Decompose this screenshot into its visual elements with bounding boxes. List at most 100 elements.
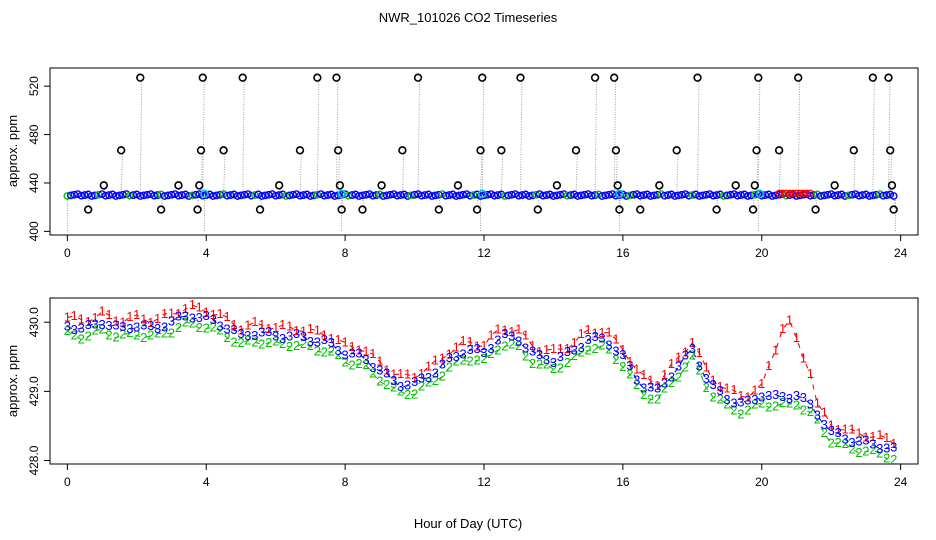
panel1-red-point (803, 189, 811, 197)
panel1-y-tick-label: 480 (27, 124, 41, 144)
panel2-series-2-marker: 2 (668, 375, 675, 390)
panel1-baseline-point (695, 192, 704, 200)
panel2-series-2-marker: 2 (71, 327, 78, 342)
panel2-series-2-marker: 2 (293, 338, 300, 353)
panel1-spike-point (478, 73, 487, 82)
panel2-series-1-marker: 1 (92, 310, 99, 325)
panel2-series-1-marker: 1 (244, 318, 251, 333)
panel1-baseline-point (636, 191, 645, 200)
panel1-spike-trace (103, 185, 106, 196)
panel2-series-1-marker: 1 (883, 430, 890, 445)
panel2-series-2-marker: 2 (807, 404, 814, 419)
panel2-series-1-marker: 1 (432, 352, 439, 367)
panel2-series-3-marker: 3 (494, 332, 501, 347)
panel2-y-tick-label: 428.0 (27, 445, 41, 475)
panel2-series-1-marker: 1 (633, 362, 640, 377)
panel1-baseline-point (431, 191, 440, 200)
panel2-series-1-marker: 1 (300, 323, 307, 338)
panel1-baseline-point (855, 191, 863, 200)
panel2-series-2-marker: 2 (501, 339, 508, 354)
panel2-series-1-marker: 1 (689, 335, 696, 350)
panel2-series-3-marker: 3 (404, 378, 411, 393)
panel1-spike-point (636, 205, 645, 214)
panel1-spike-point (613, 181, 622, 190)
panel1-spike-trace (401, 150, 405, 196)
panel1-baseline-point (646, 192, 655, 200)
panel2-series-3-marker: 3 (314, 334, 321, 349)
panel1-spike-trace (417, 77, 421, 196)
panel2-series-2-marker: 2 (515, 338, 522, 353)
panel2-series-1-marker: 1 (154, 311, 161, 326)
panel2-series-1-marker: 1 (793, 330, 800, 345)
panel2-series-1-marker: 1 (126, 309, 133, 324)
panel1-spike-point (750, 181, 760, 190)
panel2-series-1-marker: 1 (453, 340, 460, 355)
panel1-baseline-point (125, 191, 134, 200)
panel2-series-1-marker: 1 (716, 379, 723, 394)
panel2-series-3-marker: 3 (279, 331, 286, 346)
panel2-series-1-marker: 1 (703, 359, 710, 374)
panel1-spike-point (497, 146, 506, 155)
panel1-baseline-point (452, 192, 461, 200)
panel2-series-2-marker: 2 (862, 444, 869, 459)
panel2-series-2-marker: 2 (85, 329, 92, 344)
panel1-baseline-point (63, 192, 72, 200)
panel1-baseline-point (441, 191, 450, 200)
panel2-series-3-marker: 3 (432, 365, 439, 380)
panel2-series-3-marker: 3 (300, 329, 307, 344)
panel2-series-2-marker: 2 (828, 436, 835, 451)
panel1-baseline-point (136, 192, 145, 200)
panel1-baseline-point (285, 191, 294, 200)
panel1-baseline-point (733, 191, 742, 200)
panel2-x-tick-label: 24 (894, 475, 908, 489)
panel2-series-2-marker: 2 (272, 334, 279, 349)
panel1-x-tick-label: 24 (894, 246, 908, 260)
panel1-cyan-point (615, 189, 624, 199)
panel1-spike-point (887, 181, 897, 190)
panel1-spike-point (811, 205, 820, 214)
panel2-series-3-marker: 3 (855, 433, 862, 448)
panel1-x-tick-label: 16 (616, 246, 630, 260)
panel1-spike-point (609, 73, 619, 82)
panel1-spike-trace (754, 185, 757, 196)
panel2-series-3-marker: 3 (550, 355, 557, 370)
panel2-series-3-marker: 3 (536, 347, 543, 362)
panel2-x-tick-label: 12 (477, 475, 491, 489)
panel2-series-3-marker: 3 (591, 329, 598, 344)
panel2-series-3-marker: 3 (529, 344, 536, 359)
panel2-series-1-marker: 1 (210, 307, 217, 322)
panel2-series-1-marker: 1 (696, 345, 703, 360)
panel2-series-2-marker: 2 (154, 325, 161, 340)
panel2-series-3-marker: 3 (703, 371, 710, 386)
panel1-baseline-point (91, 191, 100, 200)
panel2-series-2-marker: 2 (848, 441, 855, 456)
panel2-series-1-line (67, 304, 895, 445)
panel2-series-1-marker: 1 (466, 334, 473, 349)
panel1-baseline-point (841, 192, 849, 200)
panel2-series-2-marker: 2 (147, 328, 154, 343)
panel2-series-2-marker: 2 (578, 345, 585, 360)
panel2-series-3-marker: 3 (883, 441, 890, 456)
panel2-series-3-marker: 3 (98, 317, 105, 332)
panel2-series-2-marker: 2 (876, 446, 883, 461)
panel2-series-2-marker: 2 (411, 387, 418, 402)
panel2-series-1-marker: 1 (772, 343, 779, 358)
panel1-spike-point (193, 205, 202, 214)
panel1-baseline-point (428, 192, 436, 200)
panel2-series-3-marker: 3 (501, 326, 508, 341)
panel2-series-1-marker: 1 (98, 304, 105, 319)
panel1-baseline-point (174, 191, 183, 200)
panel2-series-2-marker: 2 (758, 395, 765, 410)
panel2-series-1-marker: 1 (814, 396, 821, 411)
panel2-series-2-marker: 2 (404, 387, 411, 402)
panel1-baseline-point (466, 191, 475, 200)
panel2-series-1-marker: 1 (147, 315, 154, 330)
panel2-series-1-marker: 1 (612, 331, 619, 346)
panel2-series-2-marker: 2 (265, 335, 272, 350)
panel1-cyan-point (478, 189, 487, 199)
panel2-series-1-marker: 1 (675, 349, 682, 364)
panel1-baseline-point (66, 191, 75, 200)
panel2-series-1-marker: 1 (737, 388, 744, 403)
panel2-series-2-marker: 2 (508, 336, 515, 351)
panel1-baseline-point (598, 192, 606, 200)
